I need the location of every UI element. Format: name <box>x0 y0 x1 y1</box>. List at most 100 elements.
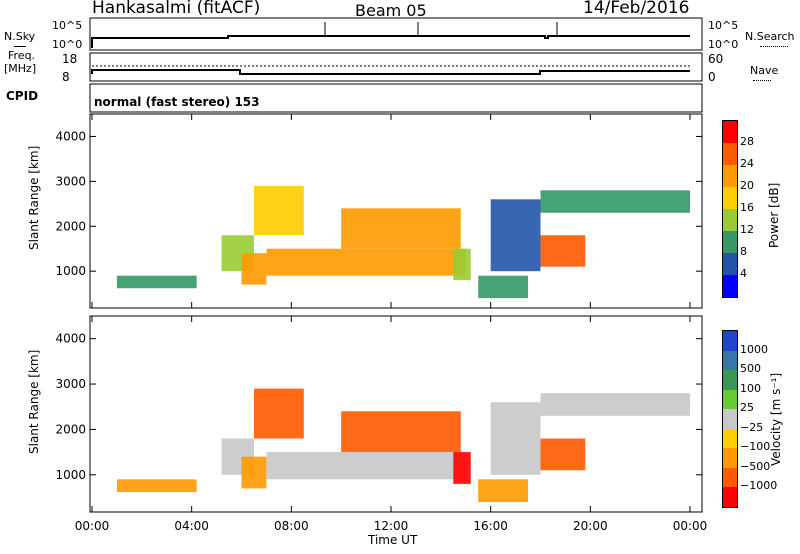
colorbar-swatch <box>723 487 737 507</box>
velocity-echo-region <box>478 479 529 503</box>
colorbar-swatch <box>723 143 737 165</box>
cpid-text: normal (fast stereo) 153 <box>94 95 260 109</box>
cpid-panel <box>89 83 703 113</box>
y-tick-label: 4000 <box>55 129 86 143</box>
station-title: Hankasalmi (fitACF) <box>92 0 261 18</box>
colorbar-tick-label: 8 <box>740 245 747 258</box>
y-tick-label: 2000 <box>55 422 86 436</box>
power-echo-region <box>253 185 304 236</box>
nsky-line-key <box>14 46 26 47</box>
velocity-echo-region <box>266 452 466 480</box>
freq-label: Freq. <box>8 49 36 62</box>
colorbar-tick-label: −100 <box>740 440 771 454</box>
velocity-echo-region <box>253 388 304 439</box>
power-echo-region <box>241 253 267 285</box>
freq-scale-bottom: 8 <box>62 70 70 84</box>
x-tick-label: 04:00 <box>174 519 209 533</box>
nsearch-scale-top: 10^5 <box>708 19 739 32</box>
x-tick-label: 16:00 <box>473 519 508 533</box>
power-echo-region <box>540 235 586 267</box>
freq-unit-label: [MHz] <box>4 62 37 75</box>
colorbar-tick-label: 16 <box>740 201 754 214</box>
date-title: 14/Feb/2016 <box>583 0 690 18</box>
colorbar-tick-label: 25 <box>740 401 754 415</box>
colorbar-swatch <box>723 231 737 253</box>
freq-panel <box>89 52 703 82</box>
nsky-panel <box>89 17 703 51</box>
power-echo-region <box>341 208 461 249</box>
colorbar-tick-label: 1000 <box>740 342 768 356</box>
colorbar-swatch <box>723 409 737 429</box>
beam-title: Beam 05 <box>355 1 427 20</box>
power-echo-region <box>490 199 541 272</box>
nsearch-scale-bottom: 10^0 <box>708 38 739 51</box>
velocity-echo-region <box>341 411 461 453</box>
velocity-echo-region <box>540 393 690 416</box>
power-echo-region <box>453 248 471 281</box>
nave-scale-top: 60 <box>708 52 724 66</box>
nsky-label: N.Sky <box>4 30 36 43</box>
x-tick-label: 00:00 <box>673 519 708 533</box>
power-echo-region <box>266 248 466 276</box>
power-colorbar <box>722 120 738 298</box>
colorbar-swatch <box>723 121 737 143</box>
power-echo-region <box>478 275 529 299</box>
colorbar-tick-label: −1000 <box>740 479 778 493</box>
power-echo-region <box>116 275 197 289</box>
x-tick-label: 12:00 <box>374 519 409 533</box>
y-tick-label: 2000 <box>55 219 86 233</box>
colorbar-tick-label: 4 <box>740 267 747 280</box>
nave-label: Nave <box>750 64 779 77</box>
x-tick-label: 00:00 <box>75 519 110 533</box>
colorbar-swatch <box>723 187 737 209</box>
x-tick-label: 20:00 <box>573 519 608 533</box>
colorbar-swatch <box>723 448 737 468</box>
colorbar-swatch <box>723 209 737 231</box>
y-tick-label: 1000 <box>55 468 86 482</box>
nave-line-key <box>753 80 771 81</box>
power-colorbar-label: Power [dB] <box>767 182 781 248</box>
velocity-echo-region <box>241 456 267 489</box>
velocity-echo-region <box>540 438 586 471</box>
colorbar-swatch <box>723 350 737 371</box>
y-tick-label: 3000 <box>55 377 86 391</box>
nsearch-label: N.Search <box>745 30 795 43</box>
freq-scale-top: 18 <box>62 52 78 66</box>
colorbar-tick-label: −25 <box>740 420 764 434</box>
velocity-echo-region <box>116 479 197 493</box>
colorbar-tick-label: 100 <box>740 381 761 395</box>
x-tick-label: 08:00 <box>274 519 309 533</box>
velocity-colorbar <box>722 330 738 508</box>
velocity-echo-region <box>490 402 541 475</box>
y-tick-label: 3000 <box>55 174 86 188</box>
colorbar-swatch <box>723 165 737 187</box>
colorbar-tick-label: −500 <box>740 459 771 473</box>
nsky-scale-bottom: 10^0 <box>52 38 83 51</box>
colorbar-tick-label: 24 <box>740 157 754 170</box>
y-tick-label: 1000 <box>55 264 86 278</box>
colorbar-tick-label: 500 <box>740 362 761 376</box>
colorbar-tick-label: 20 <box>740 179 754 192</box>
nsky-scale-top: 10^5 <box>52 19 83 32</box>
power-echo-region <box>540 190 690 213</box>
x-axis-label: Time UT <box>368 533 418 547</box>
nsky-line <box>91 35 690 48</box>
nsearch-line-key <box>760 46 788 47</box>
colorbar-swatch <box>723 253 737 275</box>
colorbar-swatch <box>723 275 737 297</box>
colorbar-swatch <box>723 428 737 449</box>
y-axis-label-power: Slant Range [km] <box>27 145 41 250</box>
nave-scale-bottom: 0 <box>708 70 716 84</box>
freq-line <box>91 69 690 75</box>
cpid-label: CPID <box>6 89 39 103</box>
colorbar-swatch <box>723 467 737 488</box>
colorbar-swatch <box>723 370 737 390</box>
colorbar-swatch <box>723 331 737 351</box>
velocity-colorbar-label: Velocity [m s⁻¹] <box>769 372 783 466</box>
y-axis-label-velocity: Slant Range [km] <box>27 349 41 454</box>
colorbar-tick-label: 28 <box>740 135 754 148</box>
y-tick-label: 4000 <box>55 332 86 346</box>
velocity-echo-region <box>453 452 471 484</box>
colorbar-swatch <box>723 389 737 410</box>
